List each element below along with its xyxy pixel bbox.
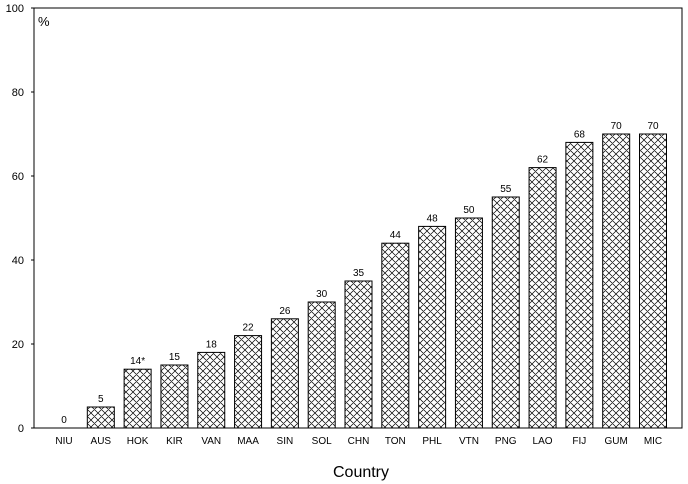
bar-kir [160,364,189,429]
x-axis: NIU AUS HOK KIR VAN MAA SIN SOL CHN TON PHL VTN PNG L… [55,436,662,447]
data-label-kir: 15 [169,352,181,363]
data-label-niu: 0 [61,415,67,426]
bar-mic [639,133,667,429]
data-label-ton: 44 [390,230,402,241]
y-axis: 0 20 40 60 80 100 [6,3,34,435]
category-label-ton: TON [385,436,406,447]
category-label-aus: AUS [91,436,112,447]
data-label-phl: 48 [427,213,439,224]
data-label-sol: 30 [316,289,328,300]
y-tick-label: 100 [6,3,24,15]
bar-maa [234,335,263,429]
y-tick-label: 60 [12,171,24,183]
data-label-aus: 5 [98,394,104,405]
category-label-niu: NIU [55,436,72,447]
bar-van [197,351,226,429]
category-label-chn: CHN [348,436,370,447]
bar-hok [123,368,152,429]
bar-sin [270,318,299,429]
category-label-phl: PHL [422,436,442,447]
y-unit-label: % [38,14,50,29]
category-label-kir: KIR [166,436,183,447]
category-label-sin: SIN [277,436,294,447]
bar-lao [528,167,557,429]
bar-vtn [454,217,483,429]
data-label-sin: 26 [279,306,291,317]
data-label-maa: 22 [243,323,255,334]
data-labels: 0 5 14* 15 18 22 26 30 35 44 48 50 55 62 68 70 70 [61,121,659,426]
bar-sol [307,301,336,429]
y-tick-label: 80 [12,87,24,99]
data-label-fij: 68 [574,129,586,140]
data-label-vtn: 50 [463,205,475,216]
data-label-mic: 70 [647,121,659,132]
bar-fij [565,141,594,429]
x-axis-title: Country [333,464,389,481]
y-tick-label: 0 [18,423,24,435]
category-label-lao: LAO [533,436,553,447]
category-label-gum: GUM [605,436,628,447]
category-label-sol: SOL [312,436,332,447]
category-label-van: VAN [201,436,221,447]
data-label-png: 55 [500,184,512,195]
data-label-chn: 35 [353,268,365,279]
category-label-maa: MAA [237,436,259,447]
y-tick-label: 40 [12,255,24,267]
bar-aus [86,406,115,429]
data-label-lao: 62 [537,155,549,166]
category-label-hok: HOK [127,436,149,447]
category-label-fij: FIJ [572,436,586,447]
bars [86,133,667,429]
data-label-hok: 14* [130,356,145,367]
data-label-van: 18 [206,339,218,350]
data-label-gum: 70 [611,121,623,132]
category-label-png: PNG [495,436,517,447]
bar-gum [602,133,631,429]
y-tick-label: 20 [12,339,24,351]
category-label-vtn: VTN [459,436,479,447]
bar-phl [418,225,447,429]
bar-ton [381,242,410,429]
bar-chn [344,280,373,429]
category-label-mic: MIC [644,436,662,447]
bar-png [491,196,520,429]
